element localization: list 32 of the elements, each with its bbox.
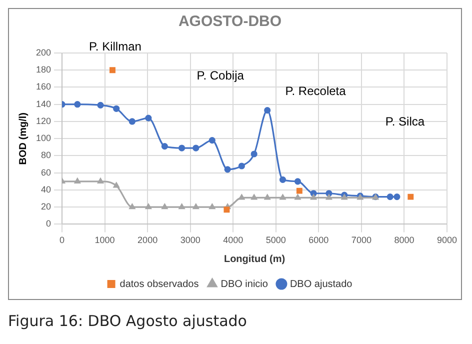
y-tick-label: 80 [41,150,52,160]
x-tick-label: 3000 [180,235,200,246]
annotation: P. Cobija [196,68,244,82]
text: Figura 16: DBO Agosto ajustado [8,312,247,330]
legend-label: datos observados [120,278,199,290]
annotation: P. Recoleta [285,84,346,98]
x-tick-label: 1000 [94,235,115,246]
y-tick-label: 160 [36,82,52,92]
annotation: P. Killman [88,39,142,54]
y-tick-label: 100 [36,133,52,144]
annotation: P. Silca [385,114,425,129]
legend-label: DBO inicio [220,278,268,290]
x-tick-label: 4000 [223,235,244,246]
x-axis-title: Longitud (m) [224,254,286,265]
x-tick-label: 6000 [308,235,329,246]
x-tick-label: 0 [60,235,65,246]
y-tick-label: 60 [41,167,52,178]
y-tick-label: 180 [36,64,52,75]
y-tick-label: 20 [41,202,52,212]
legend-label: DBO ajustado [290,278,353,290]
x-tick-label: 2000 [138,235,158,246]
y-axis-title: BOD (mg/l) [18,112,29,165]
x-tick-label: 5000 [266,235,286,246]
y-tick-label: 40 [41,184,52,194]
y-tick-label: 140 [36,98,52,109]
y-tick-label: 200 [36,47,52,58]
x-tick-label: 8000 [394,235,414,246]
chart-title: AGOSTO-DBO [178,13,282,30]
x-tick-label: 9000 [436,235,458,246]
y-tick-label: 120 [36,116,52,126]
x-tick-label: 7000 [351,235,372,246]
y-tick-label: 0 [46,218,52,229]
